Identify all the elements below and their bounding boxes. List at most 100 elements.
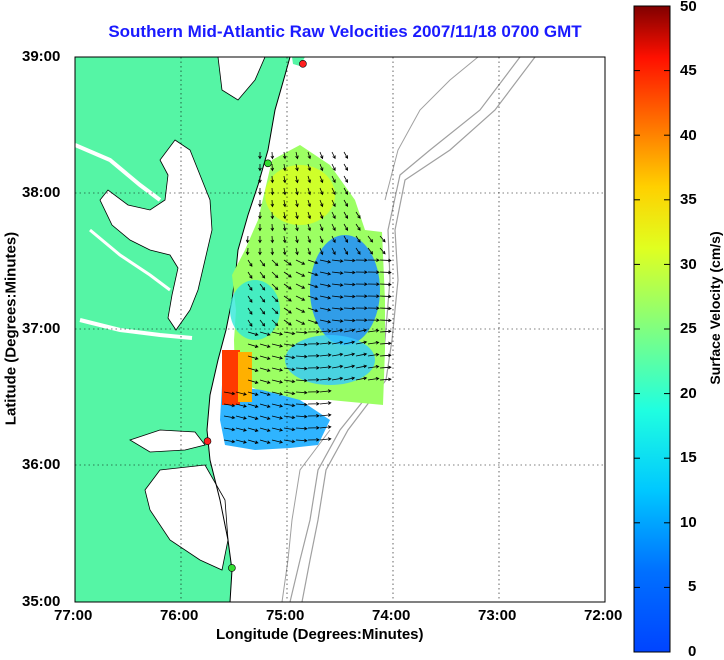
velocity-arrow bbox=[295, 223, 299, 232]
velocity-arrow bbox=[271, 307, 279, 315]
velocity-arrow bbox=[247, 319, 253, 327]
velocity-arrow bbox=[307, 365, 320, 370]
colorbar-tick-label: 20 bbox=[680, 385, 697, 402]
station-marker bbox=[299, 60, 307, 68]
velocity-arrow bbox=[379, 306, 392, 311]
velocity-arrow bbox=[343, 223, 349, 231]
velocity-arrow bbox=[379, 329, 392, 334]
velocity-arrow bbox=[319, 389, 332, 393]
velocity-arrow bbox=[331, 259, 344, 263]
bathymetry-contour bbox=[384, 57, 479, 201]
velocity-field bbox=[220, 145, 392, 450]
velocity-arrow bbox=[283, 343, 296, 348]
velocity-arrow bbox=[343, 270, 356, 275]
x-tick-label: 76:00 bbox=[160, 607, 199, 624]
velocity-arrow bbox=[331, 295, 344, 299]
velocity-arrow bbox=[283, 403, 296, 408]
colorbar-tick-label: 50 bbox=[680, 0, 697, 15]
velocity-arrow bbox=[259, 403, 271, 408]
velocity-arrow bbox=[295, 378, 308, 383]
velocity-arrow bbox=[271, 403, 284, 408]
velocity-arrow bbox=[319, 175, 324, 184]
velocity-arrow bbox=[295, 426, 308, 431]
velocity-arrow bbox=[319, 319, 332, 324]
velocity-arrow bbox=[247, 415, 259, 420]
velocity-arrow bbox=[235, 403, 247, 408]
velocity-core-blue bbox=[310, 235, 380, 345]
velocity-arrow bbox=[331, 340, 344, 345]
velocity-arrow bbox=[258, 175, 262, 184]
velocity-arrow bbox=[379, 258, 392, 263]
velocity-arrow bbox=[295, 259, 306, 265]
land-nj bbox=[292, 57, 305, 66]
velocity-arrow bbox=[319, 437, 332, 441]
velocity-arrow bbox=[259, 307, 266, 315]
velocity-arrow bbox=[295, 199, 299, 208]
velocity-arrow bbox=[355, 340, 368, 345]
velocity-arrow bbox=[259, 319, 266, 327]
velocity-arrow bbox=[282, 187, 287, 196]
velocity-arrow bbox=[259, 343, 271, 348]
velocity-arrow bbox=[343, 352, 356, 357]
bathymetry-contour bbox=[281, 429, 331, 602]
velocity-arrow bbox=[331, 352, 344, 357]
velocity-arrow bbox=[331, 328, 344, 333]
x-axis-label: Longitude (Degrees:Minutes) bbox=[216, 626, 424, 643]
velocity-arrow bbox=[331, 319, 344, 323]
velocity-arrow bbox=[319, 247, 324, 256]
velocity-arrow bbox=[367, 294, 380, 298]
velocity-arrow bbox=[258, 199, 262, 208]
velocity-arrow bbox=[379, 353, 392, 358]
velocity-arrow bbox=[235, 415, 247, 420]
velocity-arrow bbox=[271, 367, 284, 372]
velocity-arrow bbox=[258, 163, 262, 172]
velocity-arrow bbox=[307, 425, 320, 430]
velocity-arrow bbox=[331, 283, 344, 287]
velocity-arrow bbox=[223, 403, 236, 408]
colorbar-label: Surface Velocity (cm/s) bbox=[707, 231, 723, 385]
velocity-arrow bbox=[307, 295, 319, 301]
velocity-arrow bbox=[331, 247, 336, 256]
velocity-arrow bbox=[295, 295, 306, 301]
velocity-arrow bbox=[282, 247, 287, 256]
albemarle-sound bbox=[129, 429, 206, 453]
velocity-arrow bbox=[283, 259, 292, 266]
velocity-arrow bbox=[331, 223, 336, 232]
velocity-arrow bbox=[271, 439, 284, 444]
velocity-arrow bbox=[247, 295, 253, 303]
velocity-arrow bbox=[331, 211, 336, 220]
velocity-arrow bbox=[319, 271, 332, 276]
velocity-arrow bbox=[235, 391, 247, 396]
velocity-arrow bbox=[247, 259, 253, 267]
velocity-arrow bbox=[343, 306, 356, 311]
velocity-arrow bbox=[270, 247, 275, 256]
velocity-arrow bbox=[270, 235, 275, 244]
velocity-arrow bbox=[307, 319, 319, 325]
velocity-arrow bbox=[235, 427, 247, 432]
velocity-arrow bbox=[247, 367, 259, 372]
velocity-arrow bbox=[283, 367, 296, 372]
velocity-arrow bbox=[282, 211, 287, 220]
velocity-arrow bbox=[331, 163, 336, 172]
velocity-arrow bbox=[295, 354, 308, 359]
velocity-arrow bbox=[367, 235, 374, 243]
velocity-arrow bbox=[355, 376, 368, 381]
velocity-arrow bbox=[295, 390, 308, 395]
velocity-arrow bbox=[247, 403, 259, 408]
y-axis-label: Latitude (Degrees:Minutes) bbox=[2, 231, 20, 426]
velocity-arrow bbox=[283, 439, 296, 444]
velocity-arrow bbox=[379, 270, 392, 275]
velocity-arrow bbox=[270, 223, 275, 232]
velocity-arrow bbox=[247, 271, 253, 279]
velocity-arrow bbox=[270, 163, 275, 172]
velocity-arrow bbox=[307, 271, 319, 277]
velocity-arrow bbox=[379, 318, 392, 323]
map-title: Southern Mid-Atlantic Raw Velocities 200… bbox=[108, 22, 582, 41]
velocity-arrow bbox=[343, 175, 349, 183]
velocity-arrow bbox=[343, 258, 356, 263]
velocity-arrow bbox=[355, 223, 361, 231]
velocity-arrow bbox=[270, 151, 275, 160]
velocity-arrow bbox=[283, 379, 296, 384]
velocity-arrow bbox=[271, 283, 279, 291]
velocity-arrow bbox=[343, 211, 349, 219]
